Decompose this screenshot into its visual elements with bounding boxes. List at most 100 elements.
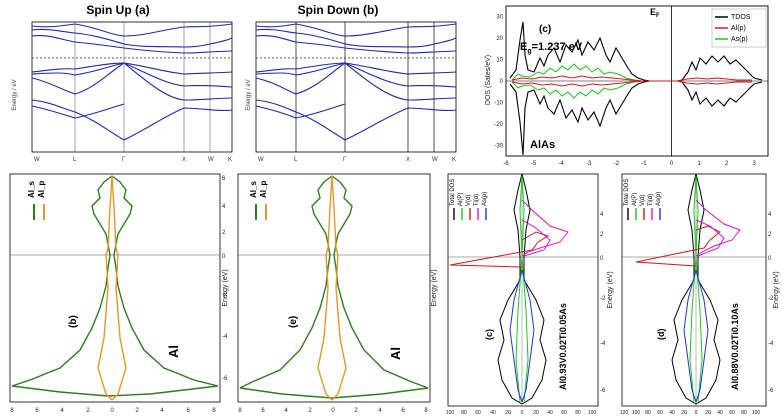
al-b-p-curve — [97, 175, 127, 401]
alas-legend-tdos: TDOS — [731, 14, 751, 21]
alvc-total-curve — [497, 173, 547, 405]
al-b-xtick-0: 8 — [10, 408, 14, 414]
alas-xtick: -6 — [503, 161, 509, 167]
alas-xtick: 3 — [753, 161, 757, 167]
al-e-frame — [237, 173, 431, 403]
alvd-xtick-2: 80 — [645, 410, 651, 416]
alvd-total-curve — [671, 173, 721, 405]
al-e-material: Al — [388, 347, 403, 360]
alas-gap-sub: g — [527, 48, 531, 55]
alas-tdos-curve — [509, 21, 763, 156]
spin-down-xtick-W1: W — [258, 157, 264, 163]
alvc-legend-asp: As(p) — [482, 192, 488, 206]
alas-legend-asp: As(p) — [731, 36, 748, 43]
alvc-ytick-2: 0 — [600, 256, 604, 262]
al-dos-e-panel: Energy (eV) 8 6 4 2 0 2 4 6 8 Al_s Al_p … — [232, 168, 440, 417]
al-e-s-curve — [239, 175, 429, 399]
alvc-xtick-2: 60 — [475, 410, 481, 416]
alvtias-d-panel: Energy (eV) 4 2 0 -2 -4 -6 120 100 80 60… — [616, 170, 782, 417]
alas-panel-label: (c) — [539, 24, 551, 35]
alvc-legend-vd: V(d) — [466, 195, 472, 206]
al-b-legend-p: Al_p — [37, 181, 46, 198]
alvd-xtick-7: 20 — [705, 410, 711, 416]
alvc-xtick-5: 0 — [521, 410, 524, 416]
al-e-xtick-7: 6 — [401, 408, 405, 414]
al-e-p-curve — [317, 175, 347, 401]
alas-xtick: -5 — [531, 161, 537, 167]
alas-xticks: -6 -5 -4 -3 -2 -1 0 1 2 3 — [503, 161, 756, 167]
alas-material-label: AlAs — [530, 139, 555, 151]
al-b-ytick-4: -2 — [222, 292, 228, 298]
alvd-xtick-6: 0 — [695, 410, 698, 416]
al-e-xtick-6: 4 — [378, 408, 382, 414]
alvc-ylabel: Energy (eV) — [607, 271, 614, 308]
alvc-ytick-1: 2 — [600, 232, 604, 238]
alvd-xtick-8: 40 — [717, 410, 723, 416]
al-e-xtick-4: 0 — [331, 408, 335, 414]
alvd-legend: Total DOS Al(P) V(d) Ti(d) As(p) — [624, 179, 662, 220]
spin-up-xtick-W1: W — [34, 157, 40, 163]
al-e-legend: Al_s Al_p — [249, 181, 268, 220]
alas-gap-annotation: Eg=1.237 eV — [520, 41, 583, 55]
alvc-legend-total: Total DOS — [450, 179, 456, 206]
al-b-ytick-6: -6 — [222, 376, 228, 382]
alvc-legend: Total DOS Al(P) V(d) Ti(d) As(p) — [450, 179, 488, 220]
al-b-material: Al — [166, 345, 181, 358]
spin-up-band-panel: Spin Up (a) Energy / eV W L Γ X W K — [0, 0, 240, 165]
al-b-s-curve — [11, 175, 219, 397]
alvd-ytick-0: 4 — [768, 212, 772, 218]
alas-ytick: -30 — [494, 143, 503, 149]
alvc-xtick-7: 40 — [547, 410, 553, 416]
alvc-ytick-5: -6 — [600, 388, 606, 394]
spin-down-xtick-G: Γ — [343, 157, 347, 163]
alvd-xtick-9: 60 — [729, 410, 735, 416]
alvd-yticks: 4 2 0 -2 -4 -6 — [768, 212, 774, 394]
spin-up-xtick-G: Γ — [122, 157, 126, 163]
alas-legend: TDOS Al(p) As(p) — [711, 8, 767, 48]
spin-down-title: Spin Down (b) — [298, 3, 379, 17]
alvd-legend-tid: Ti(d) — [648, 194, 654, 206]
alas-ytick: -10 — [494, 100, 503, 106]
spin-down-xtick-L: L — [294, 157, 298, 163]
alvc-vd-curve — [449, 231, 550, 268]
alas-xtick: 1 — [697, 161, 701, 167]
alvd-xtick-4: 40 — [669, 410, 675, 416]
spin-down-xtick-K: K — [452, 157, 456, 163]
alvd-ap-curve — [689, 175, 703, 403]
al-e-xtick-3: 2 — [308, 408, 312, 414]
alvd-ylabel: Energy (eV) — [773, 271, 780, 308]
alas-ylabel: DOS (Sates/eV) — [485, 55, 492, 105]
alas-xtick: 2 — [725, 161, 729, 167]
alas-ytick: 20 — [496, 36, 503, 42]
alas-fermi-label: EF — [650, 7, 660, 19]
spin-up-xticks: W L Γ X W K — [34, 157, 232, 163]
spin-up-xtick-X: X — [182, 157, 186, 163]
alvc-xticks: 100 80 60 40 20 0 20 40 60 80 100 — [446, 410, 597, 416]
al-e-xtick-2: 4 — [284, 408, 288, 414]
spin-down-xticks: W L Γ X W K — [258, 157, 456, 163]
spin-down-band-svg: Spin Down (b) Energy / eV W L Γ X W K — [246, 3, 457, 163]
alas-gap-main: E — [520, 41, 527, 53]
al-b-xtick-6: 4 — [160, 408, 164, 414]
alvc-ytick-0: 4 — [600, 212, 604, 218]
spin-up-xtick-W2: W — [208, 157, 214, 163]
al-b-ytick-2: 2 — [222, 230, 226, 236]
alas-gap-rest: =1.237 eV — [532, 41, 583, 53]
alvd-xtick-0: 120 — [620, 410, 629, 416]
spin-down-xtick-W2: W — [432, 157, 438, 163]
alvd-xtick-1: 100 — [632, 410, 641, 416]
spin-down-xtick-X: X — [406, 157, 410, 163]
al-b-xtick-5: 2 — [135, 408, 139, 414]
spin-up-xtick-K: K — [228, 157, 232, 163]
al-b-xtick-7: 6 — [186, 408, 190, 414]
spin-up-title: Spin Up (a) — [86, 3, 149, 17]
al-b-panel-label: (b) — [68, 315, 79, 328]
alvd-tid-curve — [695, 199, 741, 257]
alvc-ytick-3: -2 — [600, 296, 606, 302]
alas-xtick: -2 — [614, 161, 620, 167]
alas-xtick: -4 — [558, 161, 564, 167]
alvtias-d-svg: Energy (eV) 4 2 0 -2 -4 -6 120 100 80 60… — [620, 173, 780, 416]
alas-xtick: -3 — [586, 161, 592, 167]
alvd-legend-alp: Al(P) — [632, 193, 638, 206]
alas-dos-panel: DOS (Sates/eV) 30 20 10 0 -10 -20 -30 -6 -5 -4 -3… — [482, 0, 782, 170]
